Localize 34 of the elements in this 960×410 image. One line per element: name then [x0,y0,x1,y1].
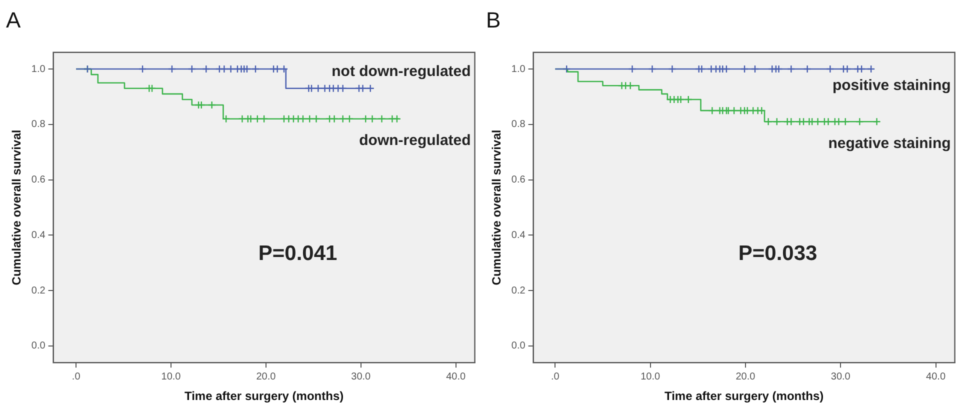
y-tick-label: 0.4 [511,230,526,241]
x-tick-label: 20.0 [256,371,276,382]
x-tick-label: .0 [551,371,560,382]
x-axis-title: Time after surgery (months) [184,389,344,404]
x-tick-label: 20.0 [736,371,756,382]
series-label: positive staining [832,76,951,94]
y-axis-title: Cumulative overall survival [10,130,24,286]
x-tick-label: 10.0 [640,371,660,382]
annotation: P=0.033 [738,242,818,265]
y-tick-label: 0.0 [511,340,526,352]
annotation: P=0.041 [258,242,338,265]
series-label: not down-regulated [332,62,471,80]
y-tick-label: 1.0 [511,64,526,75]
y-tick-label: 0.4 [31,230,46,241]
y-tick-label: 0.8 [31,119,46,130]
chart-title: B [486,7,501,32]
y-tick-label: 0.2 [511,285,526,296]
x-tick-label: 10.0 [161,371,182,382]
x-tick-label: 40.0 [926,371,946,382]
y-tick-label: 0.2 [31,285,46,296]
y-axis-title: Cumulative overall survival [490,130,504,286]
y-tick-label: 0.6 [31,174,46,186]
y-tick-label: 0.6 [511,174,526,186]
series-label: negative staining [828,134,951,152]
x-tick-label: 40.0 [446,371,466,382]
y-tick-label: 1.0 [31,64,46,75]
y-tick-label: 0.0 [31,340,46,352]
x-tick-label: 30.0 [351,371,372,382]
y-tick-label: 0.8 [511,119,526,130]
x-tick-label: .0 [72,371,81,382]
series-label: down-regulated [359,132,471,150]
x-tick-label: 30.0 [830,371,851,382]
chart-title: A [6,7,21,32]
x-axis-title: Time after surgery (months) [664,389,824,404]
